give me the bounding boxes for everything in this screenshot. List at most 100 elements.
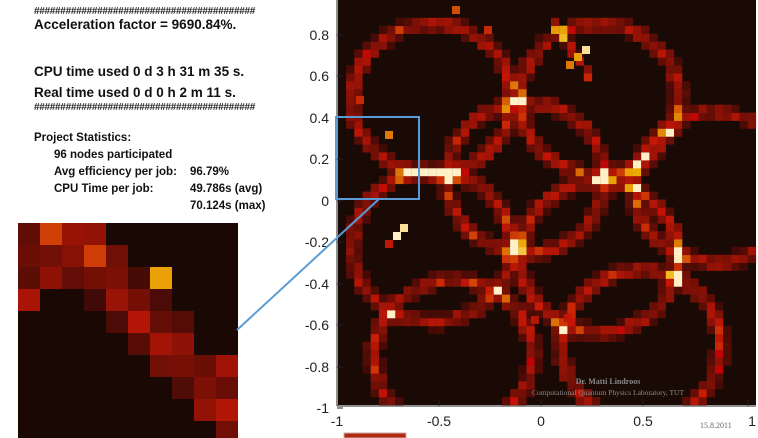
heatmap-cell [444, 160, 453, 169]
heatmap-cell [641, 199, 650, 208]
heatmap-cell [739, 246, 748, 256]
heatmap-cell [575, 57, 584, 66]
heatmap-cell [633, 317, 642, 327]
heatmap-cell [452, 223, 461, 232]
heatmap-cell [477, 160, 486, 169]
heatmap-cell [575, 160, 584, 169]
heatmap-cell [378, 175, 388, 185]
heatmap-cell [510, 262, 519, 271]
heatmap-cell [460, 17, 470, 27]
heatmap-cell [690, 294, 699, 303]
heatmap-cell [551, 357, 560, 366]
heatmap-cell [739, 120, 748, 129]
heatmap-cell [370, 325, 379, 335]
heatmap-cell [690, 286, 699, 295]
heatmap-cell [649, 160, 658, 169]
heatmap-hotspot [564, 314, 572, 322]
heatmap-cell [444, 278, 453, 287]
inset-cell [40, 245, 62, 267]
heatmap-cell [583, 167, 593, 177]
heatmap-cell [477, 191, 486, 200]
heatmap-cell [485, 183, 494, 192]
heatmap-cell [362, 136, 371, 145]
heatmap-cell [649, 223, 658, 232]
heatmap-cell [567, 112, 576, 121]
heatmap-cell [387, 175, 396, 185]
heatmap-cell [346, 215, 355, 224]
heatmap-cell [477, 112, 486, 121]
heatmap-cell [370, 357, 379, 366]
heatmap-cell [378, 152, 388, 161]
heatmap-cell [698, 396, 707, 406]
heatmap-cell [633, 223, 642, 232]
heatmap-cell [460, 128, 470, 137]
heatmap-cell [649, 317, 658, 327]
heatmap-cell [534, 199, 543, 208]
heatmap-cell [354, 81, 363, 90]
heatmap-cell [575, 120, 584, 129]
heatmap-cell [715, 104, 724, 113]
heatmap-hotspot [582, 46, 590, 54]
heatmap-cell [616, 25, 625, 34]
heatmap-cell [460, 270, 470, 279]
heatmap-cell [387, 167, 396, 177]
heatmap-cell [395, 167, 404, 177]
heatmap-cell [378, 373, 388, 382]
heatmap-cell [600, 167, 609, 177]
heatmap-cell [534, 136, 543, 145]
heatmap-cell [428, 160, 437, 169]
heatmap-cell [526, 373, 535, 382]
heatmap-cell [469, 286, 478, 295]
heatmap-cell [436, 270, 445, 279]
heatmap-cell [600, 325, 609, 335]
project-statistics-title: Project Statistics: [34, 132, 132, 144]
heatmap-cell [526, 294, 535, 303]
heatmap-cell [485, 294, 494, 303]
heatmap-cell [739, 262, 748, 271]
inset-cell [216, 421, 238, 438]
heatmap-cell [378, 325, 388, 335]
heatmap-cell [649, 310, 658, 319]
heatmap-cell [501, 65, 511, 74]
heatmap-cell [567, 373, 576, 382]
heatmap-cell [485, 246, 494, 256]
heatmap-cell [624, 199, 634, 208]
heatmap-cell [592, 278, 601, 287]
heatmap-cell [682, 96, 691, 106]
heatmap-cell [518, 396, 527, 406]
heatmap-cell [477, 152, 486, 161]
heatmap-cell [616, 175, 625, 185]
heatmap-cell [444, 199, 453, 208]
heatmap-cell [452, 17, 461, 27]
heatmap-cell [493, 136, 502, 145]
heatmap-cell [501, 57, 511, 66]
heatmap-cell [510, 223, 519, 232]
heatmap-cell [575, 128, 584, 137]
x-tick-label: 0 [537, 413, 545, 429]
heatmap-cell [559, 333, 568, 342]
heatmap-cell [510, 396, 519, 406]
heatmap-cell [592, 215, 601, 224]
heatmap-cell [551, 349, 560, 358]
heatmap-cell [477, 104, 486, 113]
heatmap-cell [641, 310, 650, 319]
heatmap-cell [534, 286, 543, 295]
y-tick-label: -0.6 [305, 317, 329, 333]
heatmap-cell [674, 128, 683, 137]
heatmap-cell [624, 325, 634, 335]
heatmap-cell [419, 286, 429, 295]
inset-cell [172, 377, 194, 399]
heatmap-cell [444, 144, 453, 153]
heatmap-cell [362, 128, 371, 137]
heatmap-cell [674, 239, 683, 248]
heatmap-cell [534, 207, 543, 216]
heatmap-cell [354, 231, 363, 240]
heatmap-cell [444, 310, 453, 319]
heatmap-cell [354, 128, 363, 137]
heatmap-cell [354, 49, 363, 58]
heatmap-cell [551, 104, 560, 113]
heatmap-cell [477, 183, 486, 192]
heatmap-cell [362, 278, 371, 287]
heatmap-cell [641, 207, 650, 216]
heatmap-cell [583, 73, 593, 82]
